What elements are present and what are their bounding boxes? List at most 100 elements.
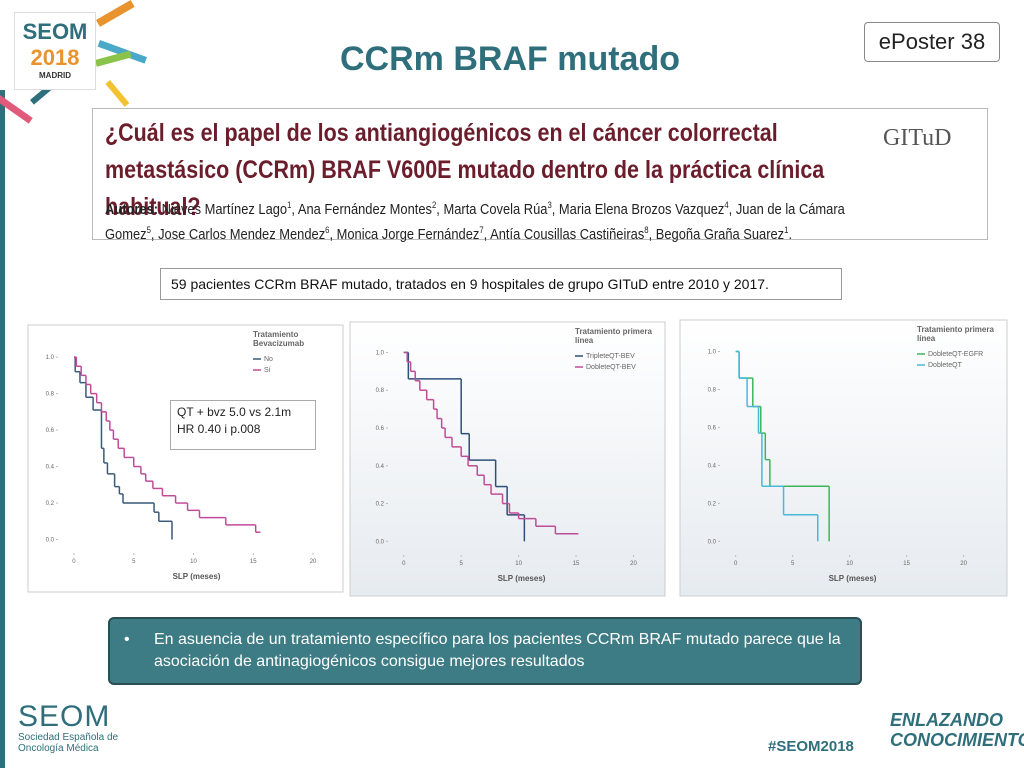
conclusion-text: En asuencia de un tratamiento específico… [154,631,841,670]
author-name: Jose Carlos Mendez Mendez [158,226,326,243]
author: Marta Covela Rúa3 [443,200,558,218]
logo-line: MADRID [39,71,71,80]
y-tick-label: 0.8 [376,388,385,394]
x-tick-label: 5 [791,561,795,567]
author-affiliation: 1 [287,200,292,210]
author-name: Begoña Graña Suarez [655,226,785,243]
legend-label: TripleteQT-BEV [586,353,635,360]
y-tick-label: 0.6 [376,426,385,432]
title: CCRm BRAF mutado [340,40,680,78]
author: Jose Carlos Mendez Mendez6 [158,225,337,243]
x-tick-label: 10 [190,559,197,565]
annotation-line: QT + bvz 5.0 vs 2.1m [177,405,292,419]
legend-label: Sí [264,367,271,374]
author: Antía Cousillas Castiñeiras8 [490,225,656,243]
y-tick-label: 1.0 [376,350,385,356]
hashtag: #SEOM2018 [768,738,854,755]
seom-logo: SEOM 2018 MADRID [14,12,96,90]
bullet: • [124,631,130,648]
authors-label: Autores: [105,201,159,218]
author-name: Marta Covela Rúa [443,201,548,218]
y-tick-label: 0.4 [376,464,385,470]
y-tick-label: 0.8 [708,387,717,393]
author-affiliation: 1 [784,225,789,235]
author: Nieves Martínez Lago1 [161,200,298,218]
legend-label: DobleteQT-BEV [586,364,636,371]
author: Ana Fernández Montes2 [297,200,444,218]
author-name: Ana Fernández Montes [297,201,432,218]
y-tick-label: 0.8 [46,392,55,398]
author-name: Juan de la Cámara Gomez [105,201,845,243]
logo-line: SEOM [22,19,88,44]
author: Monica Jorge Fernández7 [336,225,490,243]
question-box: ¿Cuál es el papel de los antiangiogénico… [92,108,988,243]
author: Begoña Graña Suarez1 [655,225,792,243]
legend-label: DobleteQT [928,362,963,369]
author-name: Monica Jorge Fernández [336,226,480,243]
y-tick-label: 0.0 [376,539,385,545]
x-tick-label: 10 [846,561,853,567]
y-tick-label: 0.6 [46,428,55,434]
y-tick-label: 0.0 [46,538,55,544]
x-axis-label: SLP (meses) [173,572,221,581]
author-affiliation: 3 [547,200,552,210]
x-tick-label: 20 [630,561,637,567]
author-affiliation: 6 [325,225,330,235]
legend-title: Tratamiento primera línea [575,327,652,345]
slogan: ENLAZANDO CONOCIMIENTO [890,710,1024,750]
km-curve [73,356,261,533]
y-tick-label: 0.2 [46,501,55,507]
author-list: Nieves Martínez Lago1Ana Fernández Monte… [105,200,845,243]
logo-line: 2018 [30,45,80,70]
author-affiliation: 4 [724,200,729,210]
y-tick-label: 0.0 [708,539,717,545]
legend-label: No [264,356,273,363]
footer-seom: SEOM [18,700,111,733]
km-curve [73,356,173,540]
legend-label: DobleteQT-EGFR [928,351,983,358]
question: ¿Cuál es el papel de los antiangiogénico… [105,119,825,221]
chart-panel [679,319,1008,597]
author-affiliation: 2 [431,200,437,210]
summary: 59 pacientes CCRm BRAF mutado, tratados … [160,268,842,300]
x-axis-label: SLP (meses) [829,574,877,583]
annotation: QT + bvz 5.0 vs 2.1m HR 0.40 i p.008 [170,400,316,450]
conclusion-box: • En asuencia de un tratamiento específi… [108,617,862,685]
author-name: Nieves Martínez Lago [161,201,288,218]
x-tick-label: 5 [460,561,464,567]
group-logo: GITuD [883,125,952,151]
x-tick-label: 20 [310,559,317,565]
x-tick-label: 10 [515,561,522,567]
x-tick-label: 5 [132,559,136,565]
footer-society: Sociedad Española de Oncología Médica [18,732,119,754]
x-tick-label: 20 [960,561,967,567]
x-tick-label: 15 [903,561,910,567]
x-tick-label: 15 [250,559,257,565]
chart-panel [349,321,666,597]
x-tick-label: 0 [734,561,738,567]
y-tick-label: 1.0 [46,355,55,361]
annotation-line: HR 0.40 i p.008 [177,422,261,436]
author-name: Maria Elena Brozos Vazquez [558,201,725,218]
x-tick-label: 0 [72,559,76,565]
y-tick-label: 1.0 [708,349,717,355]
y-tick-label: 0.4 [46,465,55,471]
y-tick-label: 0.4 [708,463,717,469]
logo-decoration [0,0,147,124]
legend-title: Tratamiento Bevacizumab [253,330,304,348]
legend-title: Tratamiento primera línea [917,325,994,343]
x-axis-label: SLP (meses) [498,574,546,583]
side-bar [0,90,5,768]
km-curve [735,350,819,542]
km-curve [403,351,579,535]
author-name: Antía Cousillas Castiñeiras [490,226,645,243]
x-tick-label: 15 [573,561,580,567]
author-affiliation: 7 [479,225,484,235]
y-tick-label: 0.2 [708,501,717,507]
y-tick-label: 0.2 [376,502,385,508]
author-affiliation: 5 [146,225,151,235]
author-affiliation: 8 [644,225,649,235]
y-tick-label: 0.6 [708,425,717,431]
